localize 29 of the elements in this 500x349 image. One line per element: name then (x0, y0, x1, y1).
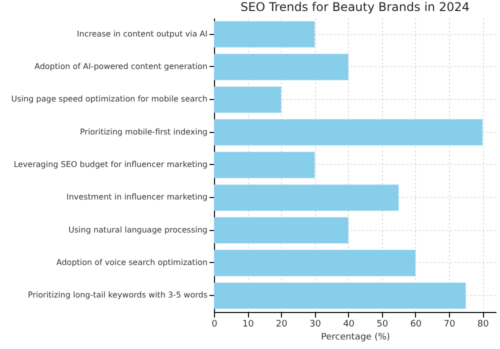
bar (214, 250, 416, 276)
x-tick-label: 30 (309, 320, 322, 330)
x-tick-label: 80 (477, 320, 490, 330)
x-tick-label: 40 (343, 320, 355, 330)
bar (214, 86, 282, 113)
bar (214, 282, 466, 309)
y-tick-label: Using page speed optimization for mobile search (11, 94, 208, 104)
y-tick-label: Adoption of AI-powered content generation (34, 62, 208, 71)
y-tick-label: Increase in content output via AI (76, 29, 208, 38)
x-tick-label: 50 (376, 320, 388, 330)
x-tick-label: 20 (276, 320, 288, 330)
x-tick-label: 70 (444, 320, 456, 330)
x-axis-title: Percentage (%) (320, 332, 390, 342)
y-tick-label: Adoption of voice search optimization (56, 258, 208, 267)
x-tick-label: 60 (410, 320, 422, 330)
bar (214, 119, 483, 146)
bar (214, 21, 315, 48)
y-tick-label: Investment in influencer marketing (66, 192, 208, 202)
x-tick-label: 10 (242, 320, 254, 330)
bar (214, 217, 348, 244)
bar (214, 152, 315, 178)
bar (214, 54, 348, 80)
y-tick-label: Prioritizing mobile-first indexing (80, 127, 208, 136)
y-tick-label: Leveraging SEO budget for influencer marketing (14, 160, 208, 169)
y-tick-label: Using natural language processing (68, 225, 208, 234)
x-tick-label: 0 (212, 320, 218, 330)
chart-title: SEO Trends for Beauty Brands in 2024 (240, 0, 470, 14)
y-tick-label: Prioritizing long-tail keywords with 3-5 words (28, 290, 208, 300)
bar (214, 184, 399, 211)
